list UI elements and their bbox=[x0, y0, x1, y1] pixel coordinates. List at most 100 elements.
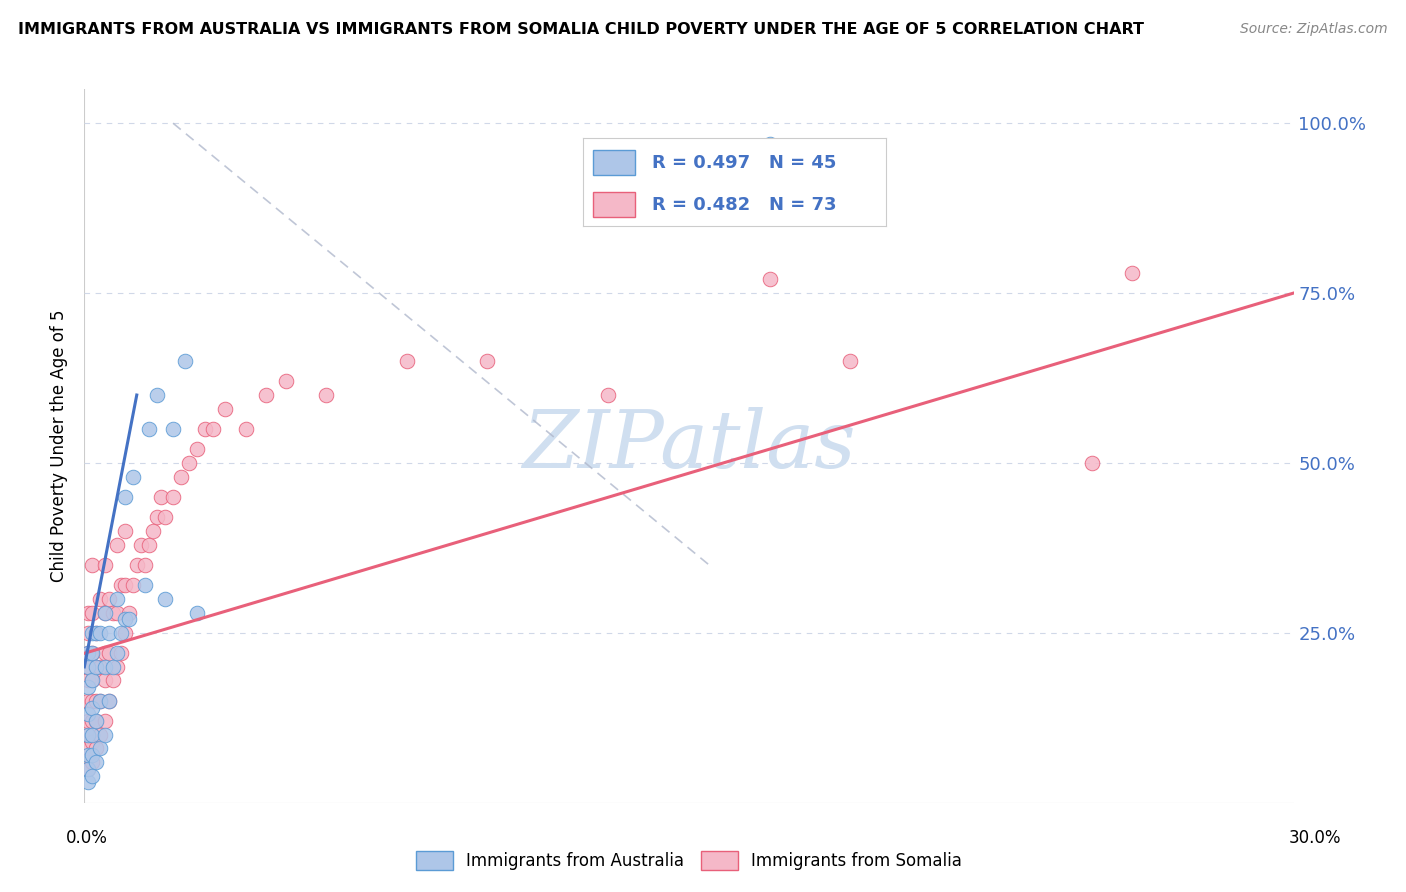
Point bbox=[82, 646, 104, 660]
Point bbox=[97, 591, 120, 606]
Point bbox=[82, 728, 104, 742]
Point bbox=[77, 694, 100, 708]
Point bbox=[779, 170, 801, 185]
Point bbox=[89, 626, 111, 640]
Point bbox=[101, 673, 124, 688]
Point bbox=[114, 578, 136, 592]
Point bbox=[86, 741, 108, 756]
Point bbox=[86, 626, 108, 640]
Point bbox=[97, 694, 120, 708]
Point bbox=[77, 728, 100, 742]
Point bbox=[598, 388, 620, 402]
Point bbox=[170, 469, 193, 483]
Point bbox=[86, 714, 108, 729]
Point bbox=[110, 646, 132, 660]
Point bbox=[758, 272, 780, 286]
Point bbox=[89, 591, 111, 606]
Point bbox=[134, 558, 156, 572]
Point bbox=[118, 606, 141, 620]
Point bbox=[82, 769, 104, 783]
Point bbox=[186, 442, 208, 457]
Point bbox=[214, 401, 236, 416]
Point bbox=[86, 660, 108, 674]
Point bbox=[77, 660, 100, 674]
FancyBboxPatch shape bbox=[592, 151, 636, 175]
Point bbox=[86, 694, 108, 708]
Point bbox=[93, 728, 115, 742]
Point bbox=[86, 714, 108, 729]
Point bbox=[101, 606, 124, 620]
Point bbox=[77, 762, 100, 776]
Point bbox=[89, 694, 111, 708]
Point bbox=[77, 606, 100, 620]
Point bbox=[93, 660, 115, 674]
Point bbox=[77, 728, 100, 742]
Point bbox=[162, 422, 184, 436]
Point bbox=[118, 612, 141, 626]
Point bbox=[121, 578, 143, 592]
Point bbox=[202, 422, 225, 436]
Point bbox=[477, 354, 499, 368]
Point bbox=[77, 660, 100, 674]
Point bbox=[77, 741, 100, 756]
Text: R = 0.482   N = 73: R = 0.482 N = 73 bbox=[651, 195, 837, 214]
Point bbox=[110, 578, 132, 592]
Point bbox=[82, 694, 104, 708]
Point bbox=[77, 680, 100, 694]
Point bbox=[105, 606, 128, 620]
Point bbox=[86, 626, 108, 640]
Point bbox=[105, 660, 128, 674]
Text: ZIPatlas: ZIPatlas bbox=[522, 408, 856, 484]
Point bbox=[146, 510, 169, 524]
Point bbox=[77, 646, 100, 660]
Point bbox=[86, 660, 108, 674]
Point bbox=[1121, 266, 1143, 280]
Point bbox=[254, 388, 277, 402]
Point bbox=[82, 734, 104, 748]
Point bbox=[97, 694, 120, 708]
Point bbox=[179, 456, 201, 470]
Point bbox=[89, 660, 111, 674]
Point bbox=[82, 714, 104, 729]
Point bbox=[82, 673, 104, 688]
Point bbox=[134, 578, 156, 592]
Point bbox=[153, 591, 176, 606]
Point bbox=[82, 626, 104, 640]
Text: 0.0%: 0.0% bbox=[66, 829, 108, 847]
Point bbox=[149, 490, 172, 504]
Point bbox=[186, 606, 208, 620]
Point bbox=[395, 354, 418, 368]
Point bbox=[82, 748, 104, 763]
Point bbox=[93, 606, 115, 620]
Point bbox=[758, 136, 780, 151]
FancyBboxPatch shape bbox=[592, 193, 636, 217]
Point bbox=[121, 469, 143, 483]
Point bbox=[114, 524, 136, 538]
Point bbox=[82, 700, 104, 714]
Point bbox=[101, 660, 124, 674]
Point bbox=[125, 558, 148, 572]
Point bbox=[93, 646, 115, 660]
Point bbox=[82, 558, 104, 572]
Point bbox=[77, 762, 100, 776]
Point bbox=[97, 646, 120, 660]
Y-axis label: Child Poverty Under the Age of 5: Child Poverty Under the Age of 5 bbox=[51, 310, 69, 582]
Point bbox=[105, 646, 128, 660]
Point bbox=[315, 388, 337, 402]
Point bbox=[162, 490, 184, 504]
Point bbox=[82, 673, 104, 688]
Text: Source: ZipAtlas.com: Source: ZipAtlas.com bbox=[1240, 22, 1388, 37]
Point bbox=[105, 537, 128, 551]
Point bbox=[93, 558, 115, 572]
Legend: Immigrants from Australia, Immigrants from Somalia: Immigrants from Australia, Immigrants fr… bbox=[409, 844, 969, 877]
Text: 30.0%: 30.0% bbox=[1288, 829, 1341, 847]
Point bbox=[77, 714, 100, 729]
Point bbox=[82, 646, 104, 660]
Point bbox=[97, 626, 120, 640]
Point bbox=[77, 775, 100, 789]
Point bbox=[1081, 456, 1104, 470]
Point bbox=[138, 422, 160, 436]
Point bbox=[110, 626, 132, 640]
Point bbox=[114, 612, 136, 626]
Point bbox=[77, 646, 100, 660]
